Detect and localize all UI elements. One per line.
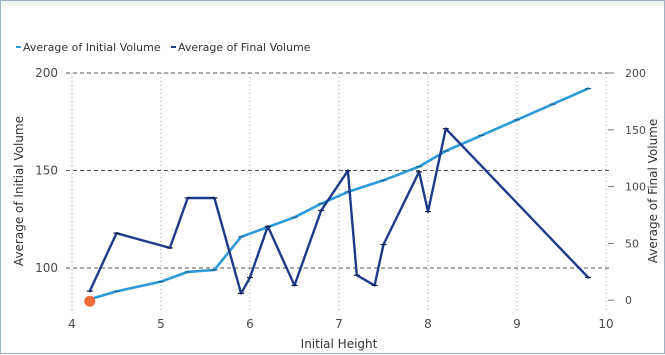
series-line-final-volume	[88, 127, 590, 295]
x-tick-label: 7	[335, 317, 343, 331]
x-tick-label: 5	[157, 317, 165, 331]
y-axis-right-title: Average of Final Volume	[646, 119, 660, 264]
legend-label-final: Average of Final Volume	[178, 41, 311, 54]
x-tick-label: 8	[424, 317, 432, 331]
y-right-tick-label: 100	[625, 181, 646, 194]
tick-labels: 4 5 6 7 8 9 10 200 150 100 200 150 100 50 0	[35, 66, 646, 331]
y-left-tick-label: 100	[35, 261, 58, 275]
y-right-tick-label: 200	[625, 67, 646, 80]
x-tick-label: 6	[246, 317, 254, 331]
legend-swatch-final	[171, 46, 176, 48]
grid	[66, 72, 610, 311]
x-tick-label: 4	[68, 317, 76, 331]
y-right-tick-label: 0	[625, 294, 632, 307]
y-right-tick-label: 50	[625, 237, 639, 250]
highlighted-data-point[interactable]	[84, 295, 96, 307]
x-tick-label: 9	[513, 317, 521, 331]
y-left-tick-label: 200	[35, 66, 58, 80]
legend-label-initial: Average of Initial Volume	[23, 41, 161, 54]
y-right-tick-label: 150	[625, 124, 646, 137]
legend-swatch-initial	[16, 46, 21, 48]
legend: Average of Initial Volume Average of Fin…	[16, 41, 311, 54]
series-layer	[84, 87, 592, 307]
x-tick-label: 10	[598, 317, 613, 331]
y-axis-left-title: Average of Initial Volume	[12, 116, 26, 266]
y-left-tick-label: 150	[35, 164, 58, 178]
x-axis-title: Initial Height	[301, 337, 378, 351]
